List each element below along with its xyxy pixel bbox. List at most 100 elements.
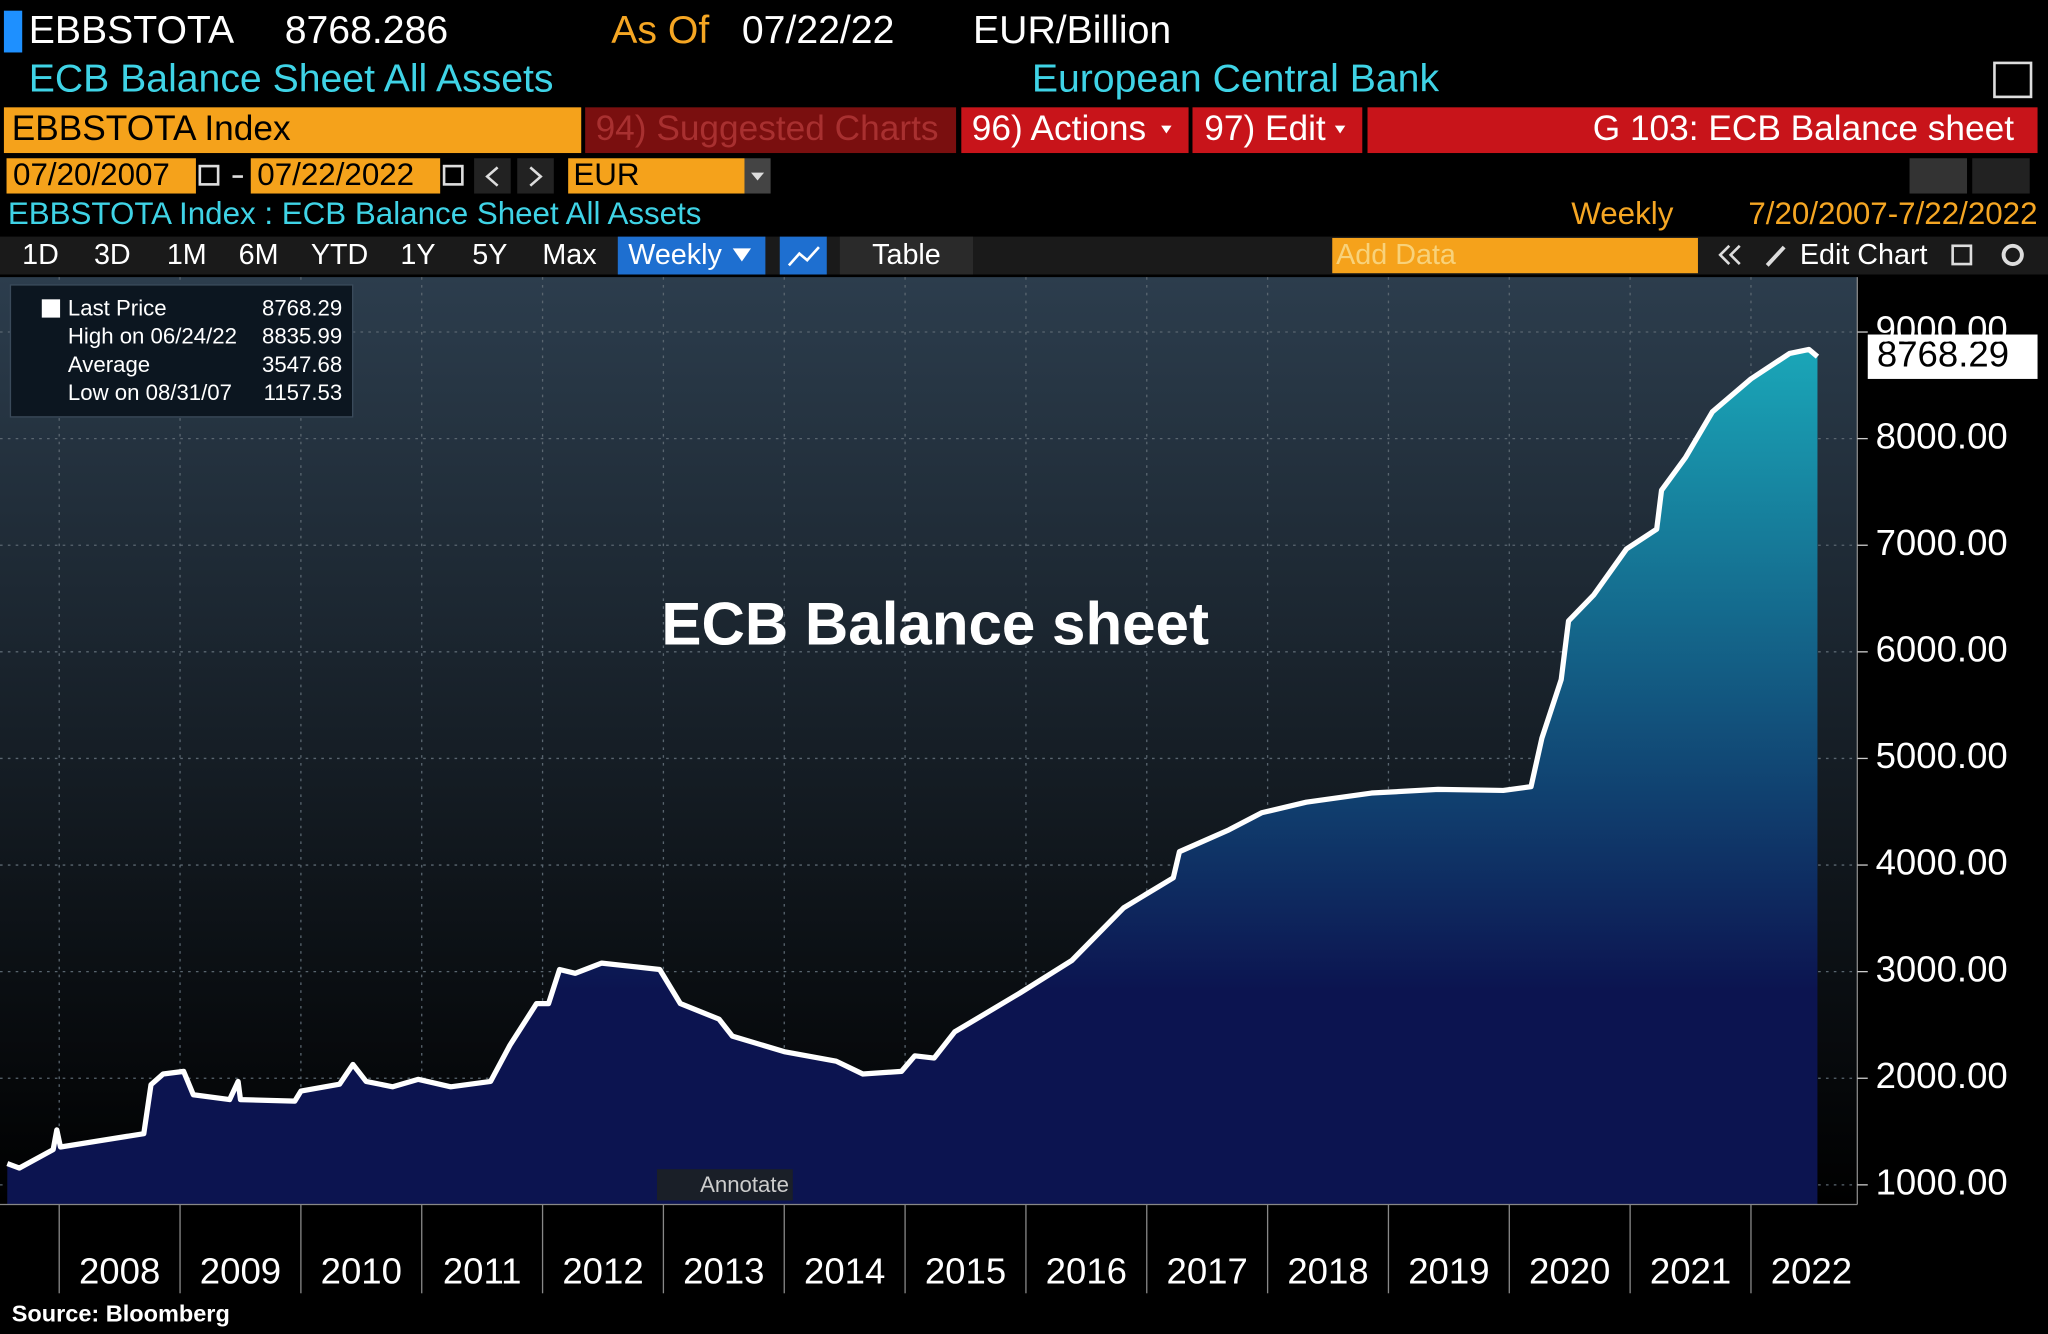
redo-button[interactable]: [1972, 158, 2030, 194]
suggested-button[interactable]: [585, 107, 957, 154]
x-tick-label: 2020: [1529, 1250, 1610, 1291]
legend-label: High on 06/24/22: [68, 324, 237, 349]
legend-value: 8835.99: [262, 324, 342, 349]
caret: [1334, 125, 1346, 134]
y-tick-label: 9000.00: [1876, 309, 2008, 350]
start-date-field[interactable]: [6, 158, 196, 194]
currency-field[interactable]: [568, 158, 745, 194]
legend-label: Last Price: [68, 296, 167, 321]
annotate[interactable]: Annotate: [700, 1172, 789, 1197]
as-of-date: 07/22/22: [742, 9, 894, 52]
source: Source: Bloomberg: [12, 1301, 230, 1327]
x-tick-label: 2009: [200, 1250, 281, 1291]
y-tick-label: 3000.00: [1876, 948, 2008, 989]
add-data: Add Data: [1336, 239, 1456, 271]
calendar-icon[interactable]: [198, 164, 220, 186]
x-tick-label: 2014: [804, 1250, 885, 1291]
page-title: G 103: ECB Balance sheet: [1593, 109, 2015, 148]
period-button[interactable]: 6M: [239, 239, 279, 271]
collapse-icon[interactable]: [1728, 244, 1741, 265]
as-of-label: As Of: [611, 9, 709, 52]
x-tick-label: 2010: [321, 1250, 402, 1291]
legend-label: Average: [68, 352, 150, 377]
period-button[interactable]: 1D: [22, 239, 59, 271]
last-price-label: 8768.29: [1877, 333, 2009, 374]
calendar-icon[interactable]: [442, 164, 464, 186]
gear-icon[interactable]: [2001, 243, 2024, 267]
edit-chart[interactable]: Edit Chart: [1800, 239, 1928, 271]
next-arrow: [529, 166, 543, 187]
table: Table: [872, 239, 941, 271]
table-button[interactable]: [839, 236, 974, 275]
period-button[interactable]: 1Y: [400, 239, 435, 271]
area: [7, 349, 1818, 1205]
y-tick-label: 2000.00: [1876, 1055, 2008, 1096]
y-tick-label: 7000.00: [1876, 522, 2008, 563]
x-tick-label: 2013: [683, 1250, 764, 1291]
weekly: Weekly: [628, 239, 722, 271]
x-tick-label: 2022: [1771, 1250, 1852, 1291]
edit: 97) Edit: [1204, 109, 1326, 148]
end-date-field[interactable]: [250, 158, 441, 194]
legend-swatch: [41, 299, 61, 318]
x-tick-label: 2017: [1167, 1250, 1248, 1291]
marker: [3, 10, 23, 53]
y-tick-label: 8000.00: [1876, 415, 2008, 456]
units: EUR/Billion: [973, 9, 1171, 52]
prev-button[interactable]: [474, 158, 511, 194]
legend-box: [9, 284, 354, 418]
x-tick-label: 2015: [925, 1250, 1006, 1291]
x-tick-label: 2008: [79, 1250, 160, 1291]
source-name: European Central Bank: [1032, 58, 1440, 101]
period-button[interactable]: 3D: [94, 239, 131, 271]
add-data-field[interactable]: [1332, 237, 1698, 274]
period-button[interactable]: Max: [542, 239, 597, 271]
prev-arrow: [485, 166, 499, 187]
dash: [232, 175, 243, 178]
edit-button[interactable]: [1192, 107, 1363, 154]
end-date: 07/22/2022: [257, 157, 414, 192]
chart-toolbar: [0, 236, 2048, 275]
currency: EUR: [573, 157, 639, 192]
x-tick-label: 2018: [1287, 1250, 1368, 1291]
pencil-icon: [1765, 245, 1786, 267]
date-range: 7/20/2007-7/22/2022: [1748, 196, 2037, 231]
next-button[interactable]: [517, 158, 554, 194]
caret: [732, 248, 752, 262]
x-tick-label: 2012: [562, 1250, 643, 1291]
actions: 96) Actions: [972, 109, 1146, 148]
legend-value: 3547.68: [262, 352, 342, 377]
ticker-bar: EBBSTOTA 8768.286 As Of 07/22/22 EUR/Bil…: [29, 9, 1440, 100]
caret: [1161, 125, 1172, 134]
undo-button[interactable]: [1909, 158, 1968, 194]
period-button[interactable]: 1M: [167, 239, 207, 271]
security-field[interactable]: [3, 107, 582, 154]
period-button[interactable]: 5Y: [472, 239, 507, 271]
y-tick-label: 1000.00: [1876, 1162, 2008, 1203]
x-tick-label: 2011: [443, 1250, 522, 1291]
y-tick-label: 5000.00: [1876, 735, 2008, 776]
ticker: EBBSTOTA: [29, 9, 235, 52]
page-button[interactable]: [1367, 107, 2038, 154]
line: [6, 346, 1820, 1171]
x-tick-label: 2021: [1650, 1250, 1731, 1291]
y-tick-label: 4000.00: [1876, 842, 2008, 883]
start-date: 07/20/2007: [13, 157, 170, 192]
chart-icon: [787, 246, 820, 267]
security-name: ECB Balance Sheet All Assets: [29, 58, 554, 101]
suggested: 94) Suggested Charts: [596, 109, 939, 148]
chart-title: ECB Balance sheet: [661, 590, 1209, 657]
legend-value: 8768.29: [262, 296, 342, 321]
x-tick-label: 2019: [1408, 1250, 1489, 1291]
popout-icon[interactable]: [1993, 61, 2033, 99]
actions-button[interactable]: [961, 107, 1189, 154]
period-button[interactable]: YTD: [311, 239, 368, 271]
annotate-button[interactable]: [656, 1169, 793, 1201]
collapse-icon[interactable]: [1718, 244, 1731, 265]
caret: [751, 172, 765, 181]
frequency: Weekly: [1571, 196, 1673, 231]
last-price-tag: [1867, 334, 2038, 379]
settings-icon[interactable]: [1951, 244, 1973, 266]
